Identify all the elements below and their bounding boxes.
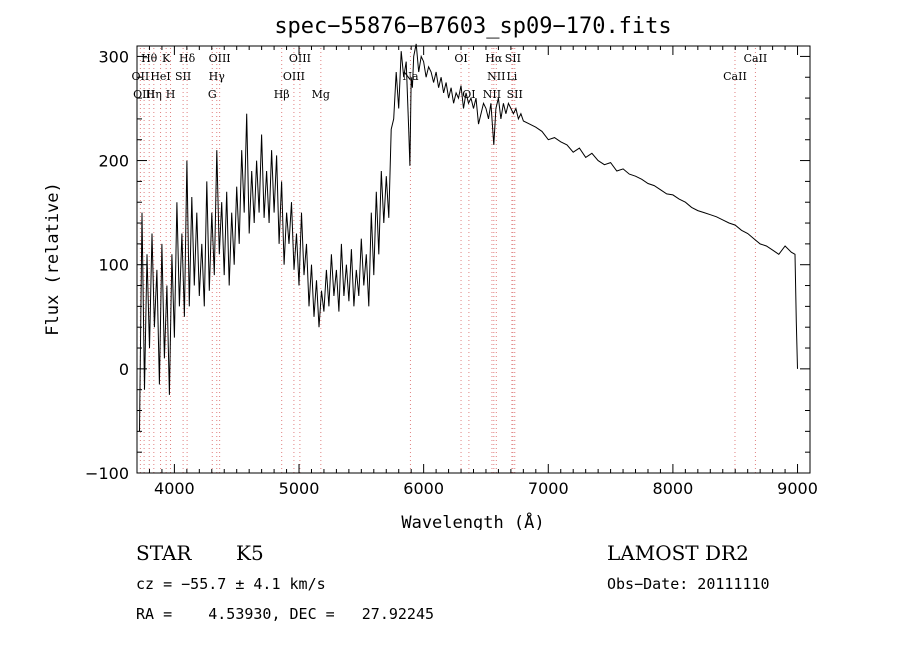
x-tick-label-1: 5000 xyxy=(279,479,320,498)
line-label-20: Hα xyxy=(485,52,503,65)
line-label-13: OIII xyxy=(283,70,305,83)
spectral-line-markers xyxy=(139,48,756,473)
line-label-12: Hβ xyxy=(274,88,290,101)
y-axis-ticks: −100 0 100 200 300 xyxy=(85,47,810,483)
spectrum-chart: spec−55876−B7603_sp09−170.fits Hθ OII OIII… xyxy=(43,14,818,530)
x-tick-label-2: 6000 xyxy=(403,479,444,498)
line-label-22: Li xyxy=(506,70,517,83)
line-label-19: NII xyxy=(483,88,501,101)
line-label-4: HeI xyxy=(150,70,170,83)
line-label-26: CaII xyxy=(744,52,768,65)
coordinates-readout: RA = 4.53930, DEC = 27.92245 xyxy=(136,605,435,623)
line-label-23: SII xyxy=(505,52,521,65)
y-axis-label: Flux (relative) xyxy=(43,182,63,336)
spectrum-line xyxy=(139,43,798,432)
line-label-14: OIII xyxy=(289,52,311,65)
y-tick-label-4: 300 xyxy=(98,47,129,66)
x-axis-label: Wavelength (Å) xyxy=(401,511,544,530)
obs-date: Obs−Date: 20111110 xyxy=(607,575,770,593)
survey-name: LAMOST DR2 xyxy=(607,541,749,565)
line-label-25: CaII xyxy=(723,70,747,83)
line-label-11: OIII xyxy=(209,52,231,65)
x-tick-label-0: 4000 xyxy=(154,479,195,498)
line-label-3: Hη xyxy=(146,88,162,101)
line-label-5: K xyxy=(162,52,171,65)
plot-frame xyxy=(136,45,811,474)
y-tick-label-3: 200 xyxy=(98,152,129,171)
y-tick-label-2: 100 xyxy=(98,256,129,275)
y-tick-label-1: 0 xyxy=(119,360,129,379)
x-axis-ticks: 4000 5000 6000 7000 8000 9000 xyxy=(136,46,818,498)
x-tick-label-3: 7000 xyxy=(528,479,569,498)
chart-title: spec−55876−B7603_sp09−170.fits xyxy=(274,14,671,39)
line-label-24: SII xyxy=(507,88,523,101)
line-label-17: OI xyxy=(454,52,467,65)
x-tick-label-5: 9000 xyxy=(777,479,818,498)
line-label-0: Hθ xyxy=(141,52,158,65)
line-label-10: Hγ xyxy=(209,70,226,83)
line-label-9: G xyxy=(208,88,217,101)
line-label-8: Hδ xyxy=(179,52,196,65)
line-label-1: OII xyxy=(132,70,150,83)
line-label-18: OI xyxy=(462,88,475,101)
line-label-6: H xyxy=(166,88,176,101)
line-label-15: Mg xyxy=(312,88,330,101)
velocity-readout: cz = −55.7 ± 4.1 km/s xyxy=(136,575,326,593)
object-class: STAR xyxy=(136,541,192,565)
object-subclass: K5 xyxy=(236,541,264,565)
line-label-21: NII xyxy=(487,70,505,83)
spectral-line-labels: HθOIIOIIIHηHeIKHSIIHδGHγOIIIHβOIIIOIIIMg… xyxy=(132,52,768,101)
y-tick-label-0: −100 xyxy=(85,464,129,483)
x-tick-label-4: 8000 xyxy=(653,479,694,498)
line-label-7: SII xyxy=(175,70,191,83)
